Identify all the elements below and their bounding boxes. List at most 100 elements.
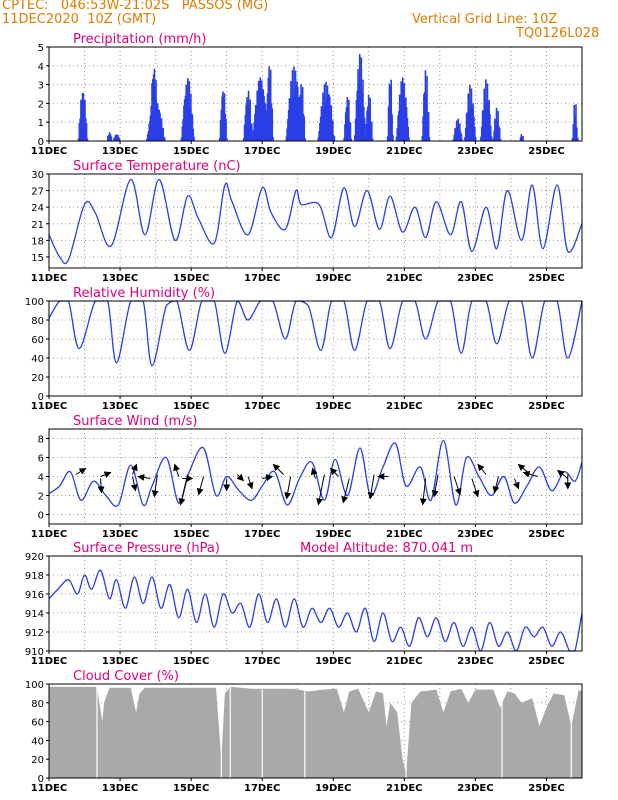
series-line bbox=[48, 178, 583, 265]
x-tick-label: 15DEC bbox=[173, 656, 209, 667]
x-tick-label: 17DEC bbox=[244, 146, 280, 157]
precip-bar bbox=[389, 85, 392, 141]
precip-bar bbox=[574, 115, 576, 141]
precip-bar bbox=[466, 112, 469, 141]
precip-bar bbox=[488, 99, 490, 141]
wind-arrow bbox=[477, 463, 487, 475]
precip-bar bbox=[460, 133, 463, 141]
precip-bar bbox=[244, 115, 247, 141]
precip-bar bbox=[459, 131, 462, 141]
wind-arrow bbox=[513, 478, 520, 490]
precip-bar bbox=[487, 102, 490, 141]
y-tick-label: 8 bbox=[38, 435, 44, 446]
wind-arrow bbox=[522, 470, 538, 478]
wind-arrow bbox=[471, 478, 480, 498]
x-tick-label: 25DEC bbox=[528, 146, 564, 157]
precip-bar bbox=[519, 137, 522, 141]
precip-bar bbox=[573, 104, 576, 141]
precip-bar bbox=[80, 100, 83, 141]
wind-arrow bbox=[178, 474, 189, 506]
y-tick-label: 60 bbox=[31, 718, 44, 729]
precip-bar bbox=[469, 84, 471, 141]
panel-frame bbox=[48, 555, 583, 652]
wind-arrow bbox=[196, 476, 205, 496]
precip-bar bbox=[386, 136, 389, 141]
x-tick-label: 23DEC bbox=[457, 656, 493, 667]
x-tick-label: 21DEC bbox=[386, 146, 422, 157]
grid-line-note: Vertical Grid Line: 10Z bbox=[412, 12, 558, 27]
model-code: TQ0126L028 bbox=[516, 26, 600, 41]
precip-bar bbox=[407, 126, 409, 141]
y-tick-label: 916 bbox=[25, 590, 44, 601]
precip-bar bbox=[363, 106, 365, 141]
precip-bar bbox=[370, 121, 373, 141]
precip-bar bbox=[521, 136, 524, 141]
panel-frame bbox=[48, 173, 583, 269]
precip-bar bbox=[107, 135, 109, 141]
run-time-header: 11DEC2020 10Z (GMT) bbox=[2, 12, 157, 27]
panel-1: 15 18 21 24 27 30 11DEC 13DEC 15DEC 17DEC 19DEC 21D… bbox=[31, 159, 583, 284]
precip-bar bbox=[465, 113, 468, 141]
wind-arrow bbox=[246, 476, 254, 490]
precip-bar bbox=[356, 90, 359, 141]
x-tick-label: 13DEC bbox=[102, 273, 138, 284]
x-tick-label: 25DEC bbox=[528, 656, 564, 667]
precip-bar bbox=[572, 124, 575, 141]
precip-bar bbox=[470, 88, 473, 141]
precip-bar bbox=[461, 139, 464, 141]
precip-bar bbox=[332, 120, 334, 141]
wind-arrow bbox=[310, 467, 318, 479]
wind-arrow bbox=[557, 469, 569, 479]
y-tick-label: 40 bbox=[31, 736, 44, 747]
wind-arrow bbox=[329, 467, 339, 477]
precip-bar bbox=[271, 108, 274, 141]
precip-bar bbox=[484, 106, 486, 141]
x-tick-label: 23DEC bbox=[457, 783, 493, 794]
x-tick-label: 19DEC bbox=[315, 783, 351, 794]
station-header: CPTEC: 046:53W-21:02S PASSOS (MG) bbox=[2, 0, 269, 13]
precip-bar bbox=[482, 110, 485, 141]
precip-bar bbox=[83, 100, 85, 141]
precip-bar bbox=[357, 69, 359, 141]
precip-bar bbox=[472, 103, 474, 141]
precip-bar bbox=[453, 134, 455, 141]
y-tick-label: 27 bbox=[31, 187, 44, 198]
x-tick-label: 23DEC bbox=[457, 401, 493, 412]
panel-2: 0 20 40 60 80 100 11DEC 13DEC 15DEC 17DEC 19DEC 21D… bbox=[25, 286, 583, 412]
precip-bar bbox=[390, 79, 393, 141]
y-tick-label: 910 bbox=[25, 647, 44, 658]
precip-bar bbox=[192, 128, 195, 141]
precip-bar bbox=[464, 127, 467, 141]
precip-bar bbox=[455, 120, 458, 141]
precip-bar bbox=[391, 114, 393, 141]
precip-bar bbox=[371, 138, 374, 141]
panel-frame bbox=[48, 428, 583, 525]
y-tick-label: 0 bbox=[38, 137, 44, 148]
x-tick-label: 15DEC bbox=[173, 783, 209, 794]
panel-4: 910 912 914 916 918 920 11DEC 13DEC 15DEC 17DEC 19… bbox=[25, 541, 583, 667]
precip-bar bbox=[483, 88, 486, 141]
precip-bar bbox=[497, 110, 499, 141]
precip-bar bbox=[473, 127, 476, 141]
x-tick-label: 23DEC bbox=[457, 146, 493, 157]
y-tick-label: 1 bbox=[38, 118, 44, 129]
precip-bar bbox=[246, 100, 249, 141]
precip-bar bbox=[426, 75, 428, 141]
precip-bar bbox=[118, 138, 121, 141]
y-tick-label: 3 bbox=[38, 81, 44, 92]
panel-title: Surface Pressure (hPa) bbox=[73, 541, 220, 556]
cloud-cover-area bbox=[49, 686, 582, 778]
y-tick-label: 2 bbox=[38, 492, 44, 503]
precip-bar bbox=[469, 106, 472, 141]
y-tick-label: 80 bbox=[31, 699, 44, 710]
y-tick-label: 4 bbox=[38, 473, 44, 484]
y-tick-label: 60 bbox=[31, 335, 44, 346]
panel-0: 0 1 2 3 4 5 11DEC 13DEC 15DEC 17DEC 19DEC 21DEC 23DE… bbox=[31, 32, 583, 157]
wind-arrow bbox=[453, 476, 462, 496]
precip-bar bbox=[473, 116, 475, 141]
precip-bar bbox=[82, 93, 85, 141]
precip-bar bbox=[243, 124, 246, 141]
precip-bar bbox=[84, 99, 86, 141]
y-tick-label: 100 bbox=[25, 680, 44, 691]
